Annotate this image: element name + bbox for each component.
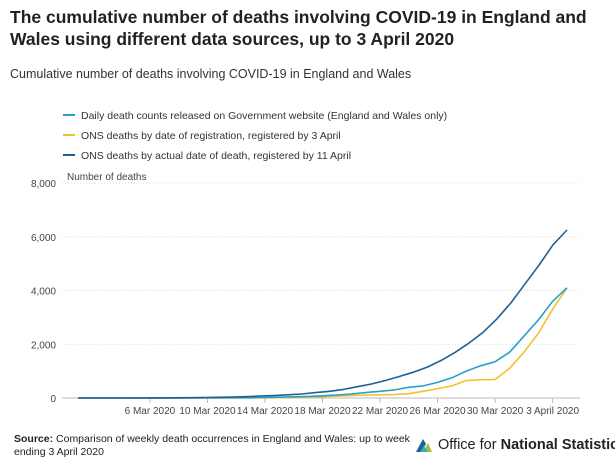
x-tick-label-6: 26 Mar 2020 [409,406,466,417]
chart-subtitle: Cumulative number of deaths involving CO… [10,67,412,81]
y-tick-label-4000: 4,000 [31,287,56,298]
source-note: Source: Comparison of weekly death occur… [14,433,414,459]
x-axis: 6 Mar 2020 10 Mar 2020 14 Mar 2020 18 Mar 2… [62,397,580,417]
y-axis-label: Number of deaths [67,172,147,183]
series-lines [78,229,568,399]
ons-logo-icon [416,439,432,452]
y-tick-label-6000: 6,000 [31,233,56,244]
series-line-3 [78,229,568,399]
ons-logo-strong: National Statistics [500,437,615,453]
series-line-1 [78,287,568,399]
x-tick-label-7: 30 Mar 2020 [467,406,524,417]
gridlines [62,182,580,345]
chart-title: The cumulative number of deaths involvin… [10,7,587,49]
source-label: Source: [14,433,54,445]
x-tick-label-4: 18 Mar 2020 [294,406,351,417]
y-tick-label-0: 0 [50,394,56,405]
ons-logo: Office for National Statistics [414,436,615,454]
x-tick-label-2: 10 Mar 2020 [179,406,236,417]
source-text: Comparison of weekly death occurrences i… [14,433,410,458]
legend-label-2: ONS deaths by date of registration, regi… [81,130,341,142]
x-tick-label-3: 14 Mar 2020 [237,406,294,417]
y-tick-label-8000: 8,000 [31,179,56,190]
x-tick-label-1: 6 Mar 2020 [125,406,176,417]
x-tick-label-5: 22 Mar 2020 [352,406,409,417]
y-axis: 0 2,000 4,000 6,000 8,000 Number of deaths [31,172,147,405]
legend-label-1: Daily death counts released on Governmen… [81,110,447,122]
x-tick-label-8: 3 April 2020 [526,406,579,417]
series-line-2 [78,287,568,399]
ons-logo-prefix: Office for [438,437,501,453]
y-tick-label-2000: 2,000 [31,340,56,351]
legend-label-3: ONS deaths by actual date of death, regi… [81,150,351,162]
legend: Daily death counts released on Governmen… [63,110,447,162]
ons-logo-text: Office for National Statistics [438,437,615,453]
